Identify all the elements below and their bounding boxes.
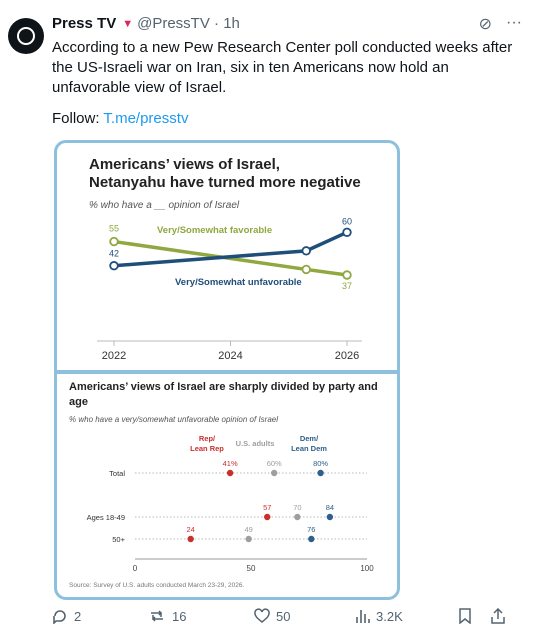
- chart2-dot: [264, 513, 271, 521]
- chart1-point: [301, 264, 311, 275]
- chart2-category-label: 50+: [112, 535, 125, 544]
- chart1-data-label: 60: [342, 216, 352, 226]
- repost-icon: [151, 610, 163, 622]
- chart1-data-label: 37: [342, 281, 352, 291]
- chart1-point: [109, 236, 119, 247]
- view-count: 3.2K: [376, 608, 403, 624]
- chart2-x-tick-label: 0: [133, 564, 138, 573]
- chart2-category-label: Ages 18-49: [87, 513, 125, 522]
- reply-count: 2: [74, 608, 82, 624]
- chart2-x-tick-label: 50: [247, 564, 256, 573]
- chart2-legend-label: Dem/: [300, 434, 319, 443]
- reply-icon: [53, 610, 66, 624]
- chart2-dot: [226, 469, 234, 477]
- more-options-icon[interactable]: ···: [506, 14, 522, 31]
- chart-divider: [57, 370, 397, 374]
- chart1-point: [301, 246, 311, 256]
- chart1-point: [109, 261, 119, 271]
- like-count: 50: [276, 608, 291, 624]
- chart2-dot: [271, 469, 278, 477]
- chart2-dot: [245, 535, 252, 543]
- chart1-data-label: 42: [109, 249, 119, 259]
- dot-separator: ·: [209, 15, 224, 32]
- views-icon: [356, 610, 370, 623]
- chart2-legend-label: Rep/: [199, 434, 216, 443]
- tweet-top-icons: ⊘ ···: [479, 14, 522, 34]
- chart1-series-name: Very/Somewhat unfavorable: [175, 277, 302, 288]
- chart1-x-tick-label: 2024: [218, 350, 242, 362]
- chart1-x-tick-label: 2026: [335, 350, 359, 362]
- follow-label: Follow:: [52, 110, 100, 127]
- telegram-link[interactable]: T.me/presstv: [103, 110, 189, 127]
- chart2-dot: [317, 469, 324, 477]
- image-card[interactable]: Americans’ views of Israel, Netanyahu hav…: [54, 140, 400, 600]
- follow-line: Follow: T.me/presstv: [52, 110, 188, 127]
- chart1-x-tick-label: 2022: [102, 350, 126, 362]
- share-button[interactable]: [490, 608, 506, 624]
- bookmark-icon: [459, 608, 471, 624]
- chart1-point: [342, 270, 352, 280]
- chart2-dot: [308, 535, 315, 543]
- bookmark-button[interactable]: [458, 608, 490, 624]
- chart1-point: [342, 227, 352, 237]
- dot-plot: Americans’ views of Israel are sharply d…: [69, 381, 378, 589]
- chart2-dot: [294, 513, 301, 521]
- chart2-dot-label: 49: [245, 525, 253, 534]
- chart1-subtitle: % who have a __ opinion of Israel: [89, 200, 240, 211]
- tweet-text: According to a new Pew Research Center p…: [52, 39, 513, 96]
- views-button[interactable]: 3.2K: [354, 608, 458, 624]
- chart2-dot-label: 70: [293, 503, 301, 512]
- repost-count: 16: [172, 608, 187, 624]
- chart1-data-label: 55: [109, 224, 119, 234]
- chart2-legend-label: Lean Dem: [291, 444, 327, 453]
- chart2-legend-label: U.S. adults: [236, 439, 275, 448]
- chart1-series-line: [113, 230, 348, 268]
- chart2-dot-label: 80%: [313, 459, 328, 468]
- author-name[interactable]: Press TV: [52, 15, 117, 32]
- timestamp[interactable]: 1h: [223, 15, 240, 32]
- chart2-source: Source: Survey of U.S. adults conducted …: [69, 582, 244, 589]
- grok-icon[interactable]: ⊘: [478, 16, 493, 33]
- action-bar: 2 16 50 3.2K: [52, 608, 522, 624]
- chart1-title-line2: Netanyahu have turned more negative: [89, 174, 361, 191]
- verified-badge-icon: ▼: [122, 17, 134, 30]
- chart2-subtitle: % who have a very/somewhat unfavorable o…: [69, 415, 278, 424]
- author-handle[interactable]: @PressTV: [137, 15, 210, 32]
- line-chart: Americans’ views of Israel,Netanyahu hav…: [89, 156, 362, 362]
- chart2-dot-label: 41%: [223, 459, 238, 468]
- tweet-header: Press TV ▼ @PressTV · 1h: [52, 15, 240, 32]
- chart2-category-label: Total: [109, 469, 125, 478]
- like-button[interactable]: 50: [254, 608, 354, 624]
- chart2-title-line1: Americans’ views of Israel are sharply d…: [69, 381, 378, 393]
- share-icon: [491, 608, 505, 624]
- chart2-dot: [187, 535, 194, 543]
- chart2-dot-label: 76: [307, 525, 315, 534]
- reply-button[interactable]: 2: [52, 608, 148, 624]
- chart2-legend-label: Lean Rep: [190, 444, 224, 453]
- chart1-title-line1: Americans’ views of Israel,: [89, 156, 280, 173]
- chart2-x-tick-label: 100: [360, 564, 374, 573]
- repost-button[interactable]: 16: [148, 608, 254, 624]
- chart2-dot: [326, 513, 334, 521]
- chart2-dot-label: 84: [326, 503, 334, 512]
- chart2-dot-label: 60%: [267, 459, 282, 468]
- chart1-series-name: Very/Somewhat favorable: [157, 225, 272, 236]
- chart2-dot-label: 57: [263, 503, 271, 512]
- heart-icon: [254, 608, 270, 623]
- chart2-title-line2: age: [69, 396, 88, 408]
- avatar[interactable]: [8, 18, 44, 54]
- chart2-dot-label: 24: [187, 525, 195, 534]
